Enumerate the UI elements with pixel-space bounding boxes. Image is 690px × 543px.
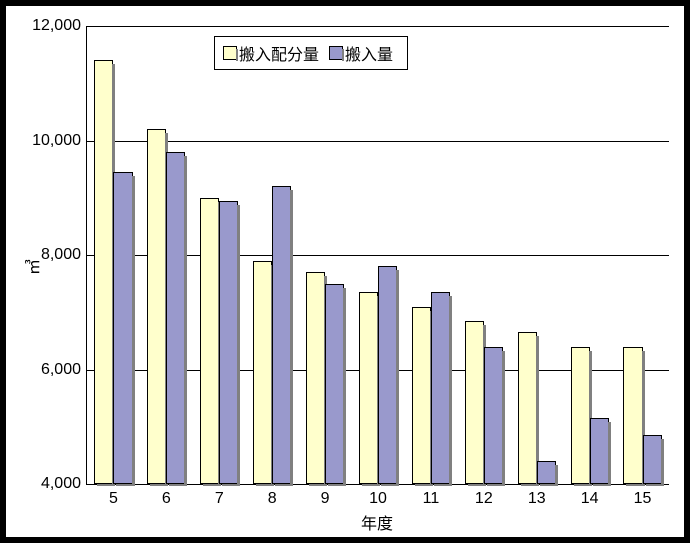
gridline <box>87 26 669 27</box>
bar-搬入配分量 <box>359 292 378 484</box>
bar-搬入配分量 <box>412 307 431 484</box>
bar-搬入量 <box>484 347 503 484</box>
y-tick-label: 4,000 <box>41 475 87 493</box>
bar-搬入量 <box>537 461 556 484</box>
x-tick-label: 11 <box>423 484 440 508</box>
bar-搬入量 <box>219 201 238 484</box>
bar-搬入配分量 <box>200 198 219 484</box>
legend-label: 搬入量 <box>345 41 393 65</box>
bar-搬入量 <box>378 266 397 484</box>
x-tick-label: 6 <box>162 484 171 508</box>
y-tick-label: 10,000 <box>32 132 87 150</box>
x-tick-label: 8 <box>268 484 277 508</box>
y-tick-label: 8,000 <box>41 246 87 264</box>
x-tick-label: 15 <box>634 484 652 508</box>
y-tick-label: 12,000 <box>32 17 87 35</box>
bar-搬入配分量 <box>465 321 484 484</box>
legend-item: 搬入配分量 <box>223 41 319 65</box>
bar-搬入量 <box>166 152 185 484</box>
bar-搬入量 <box>272 186 291 484</box>
legend: 搬入配分量 搬入量 <box>214 36 408 70</box>
x-tick-label: 9 <box>321 484 330 508</box>
plot-area: 4,0006,0008,00010,00012,0005678910111213… <box>86 26 669 485</box>
legend-label: 搬入配分量 <box>239 41 319 65</box>
legend-item: 搬入量 <box>329 41 393 65</box>
bar-搬入配分量 <box>306 272 325 484</box>
x-axis-label: 年度 <box>361 510 393 534</box>
chart-outer-frame: 4,000 6,000 8,000 10,000 12,000 5 6 7 8 9 10 11 12 13… <box>0 0 690 543</box>
x-tick-label: 13 <box>528 484 546 508</box>
chart-inner-frame: 4,000 6,000 8,000 10,000 12,000 5 6 7 8 9 10 11 12 13… <box>6 6 684 537</box>
bar-搬入量 <box>643 435 662 484</box>
x-tick-label: 5 <box>109 484 118 508</box>
bar-搬入配分量 <box>253 261 272 484</box>
bar-搬入配分量 <box>518 332 537 484</box>
x-tick-label: 10 <box>369 484 387 508</box>
bar-搬入配分量 <box>94 60 113 484</box>
y-tick-label: 6,000 <box>41 361 87 379</box>
legend-swatch <box>329 46 343 60</box>
bar-搬入配分量 <box>623 347 642 484</box>
bar-搬入配分量 <box>147 129 166 484</box>
y-axis-label: ㎥ <box>20 259 44 275</box>
bar-搬入量 <box>113 172 132 484</box>
x-tick-label: 7 <box>215 484 224 508</box>
bar-搬入配分量 <box>571 347 590 484</box>
bar-搬入量 <box>431 292 450 484</box>
bar-搬入量 <box>590 418 609 484</box>
legend-swatch <box>223 46 237 60</box>
bar-搬入量 <box>325 284 344 484</box>
x-tick-label: 12 <box>475 484 493 508</box>
gridline <box>87 141 669 142</box>
x-tick-label: 14 <box>581 484 599 508</box>
